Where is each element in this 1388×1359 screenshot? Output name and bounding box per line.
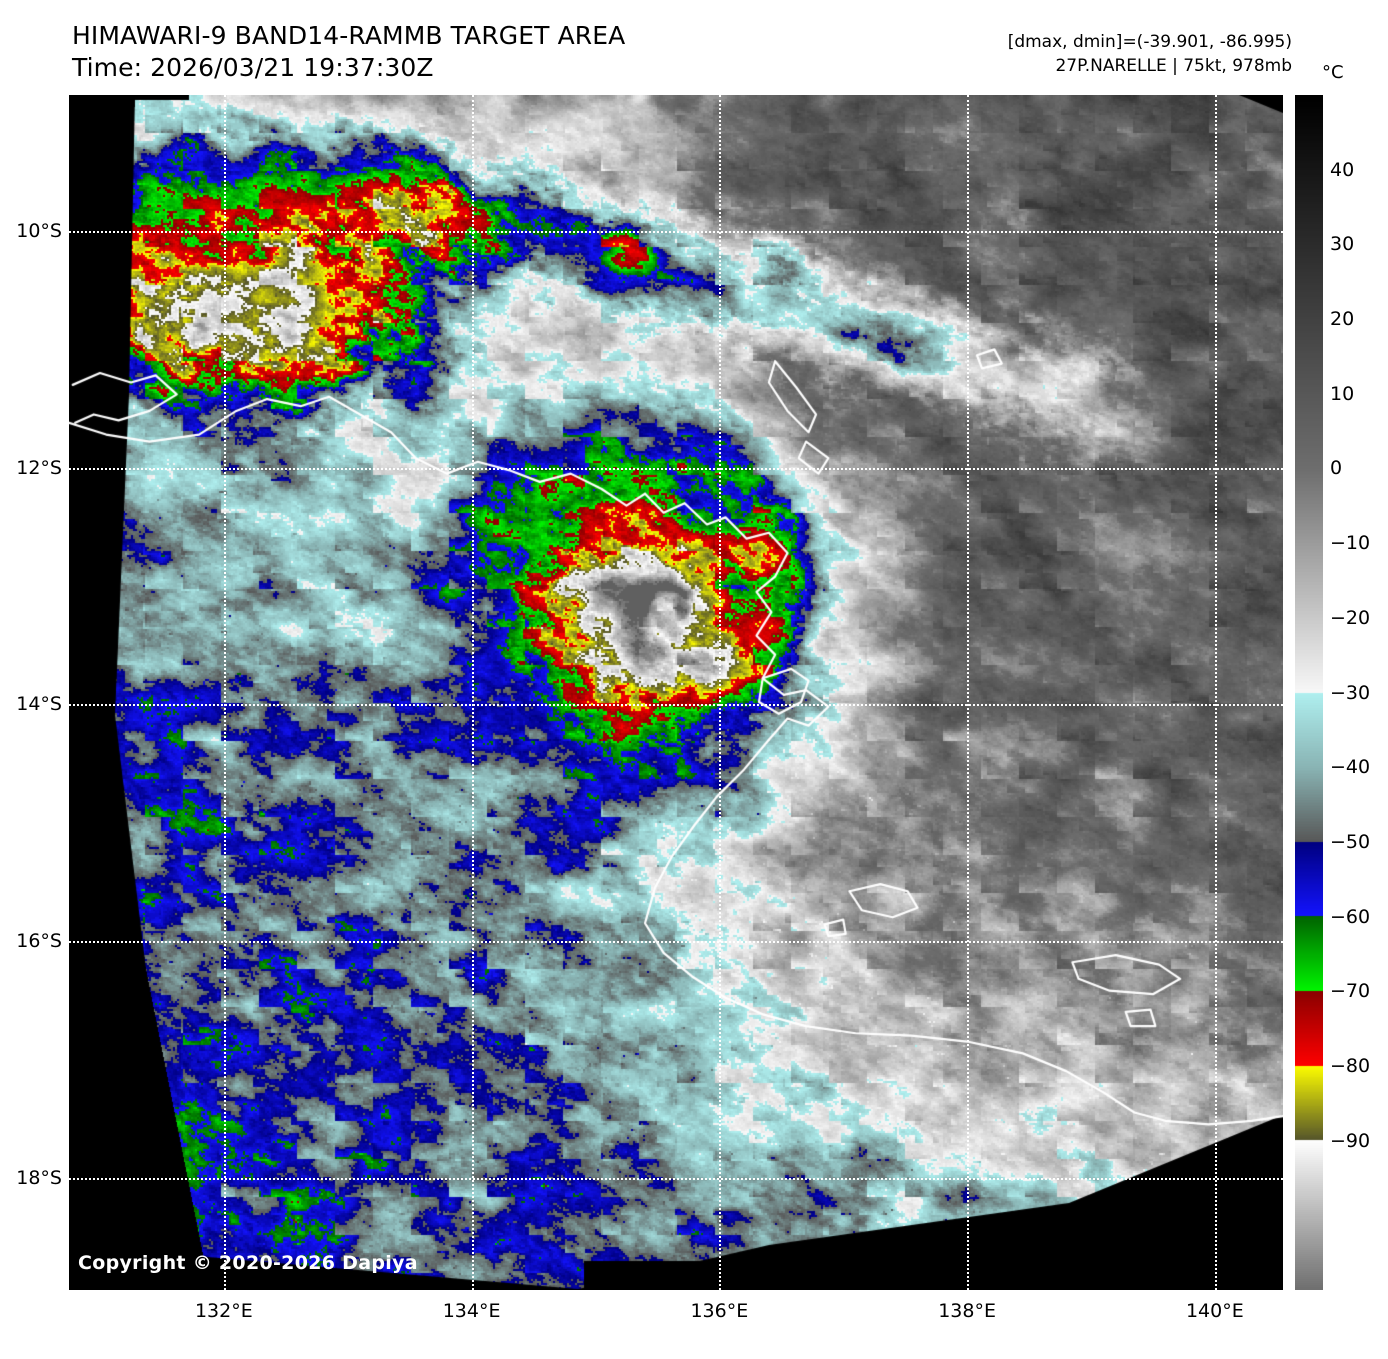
gridline-longitude <box>967 95 970 1290</box>
latitude-tick-label: 16°S <box>16 929 62 952</box>
colorbar-tick-label: 30 <box>1330 233 1355 256</box>
timestamp-label: Time: 2026/03/21 19:37:30Z <box>72 53 434 82</box>
gridline-latitude <box>69 1177 1283 1180</box>
gridline-longitude <box>223 95 226 1290</box>
storm-annotation: 27P.NARELLE | 75kt, 978mb <box>1055 56 1292 76</box>
colorbar-tick-label: 40 <box>1330 158 1355 181</box>
dminmax-annotation: [dmax, dmin]=(-39.901, -86.995) <box>1007 32 1292 52</box>
colorbar-unit-label: °C <box>1322 62 1344 83</box>
latitude-tick-label: 12°S <box>16 456 62 479</box>
gridline-longitude <box>719 95 722 1290</box>
longitude-tick-label: 138°E <box>938 1300 996 1322</box>
longitude-tick-label: 132°E <box>194 1300 253 1322</box>
header-left-block: HIMAWARI-9 BAND14-RAMMB TARGET AREA Time… <box>72 20 625 84</box>
colorbar-tick-label: −50 <box>1330 830 1371 853</box>
longitude-tick-label: 136°E <box>690 1300 749 1322</box>
longitude-tick-label: 140°E <box>1185 1300 1244 1322</box>
gridline-latitude <box>69 940 1283 943</box>
gridline-latitude <box>69 231 1283 234</box>
colorbar-tick-label: −40 <box>1330 756 1371 779</box>
colorbar-tick-label: −80 <box>1330 1054 1371 1077</box>
satellite-imagery-canvas <box>69 95 1283 1290</box>
latitude-tick-label: 18°S <box>16 1166 62 1189</box>
colorbar-tick-label: −20 <box>1330 606 1371 629</box>
colorbar-canvas <box>1295 95 1323 1290</box>
colorbar-tick-label: 20 <box>1330 308 1355 331</box>
colorbar-tick-label: −70 <box>1330 980 1371 1003</box>
copyright-label: Copyright © 2020-2026 Dapiya <box>78 1252 418 1274</box>
latitude-tick-label: 14°S <box>16 693 62 716</box>
colorbar-tick-label: 10 <box>1330 382 1355 405</box>
colorbar-gradient <box>1295 95 1323 1290</box>
colorbar-tick-label: −90 <box>1330 1129 1371 1152</box>
gridline-latitude <box>69 704 1283 707</box>
gridline-latitude <box>69 467 1283 470</box>
colorbar[interactable] <box>1295 95 1323 1290</box>
gridline-longitude <box>1214 95 1217 1290</box>
gridline-longitude <box>471 95 474 1290</box>
page-title: HIMAWARI-9 BAND14-RAMMB TARGET AREA <box>72 21 626 50</box>
colorbar-tick-label: 0 <box>1330 457 1343 480</box>
colorbar-tick-label: −10 <box>1330 532 1371 555</box>
satellite-pixel-field <box>69 95 1283 1290</box>
longitude-tick-label: 134°E <box>442 1300 501 1322</box>
colorbar-tick-label: −60 <box>1330 905 1371 928</box>
latitude-tick-label: 10°S <box>16 220 62 243</box>
colorbar-tick-label: −30 <box>1330 681 1371 704</box>
satellite-image-plot[interactable]: Copyright © 2020-2026 Dapiya <box>69 95 1283 1290</box>
header-right-block: [dmax, dmin]=(-39.901, -86.995) 27P.NARE… <box>1008 30 1292 78</box>
